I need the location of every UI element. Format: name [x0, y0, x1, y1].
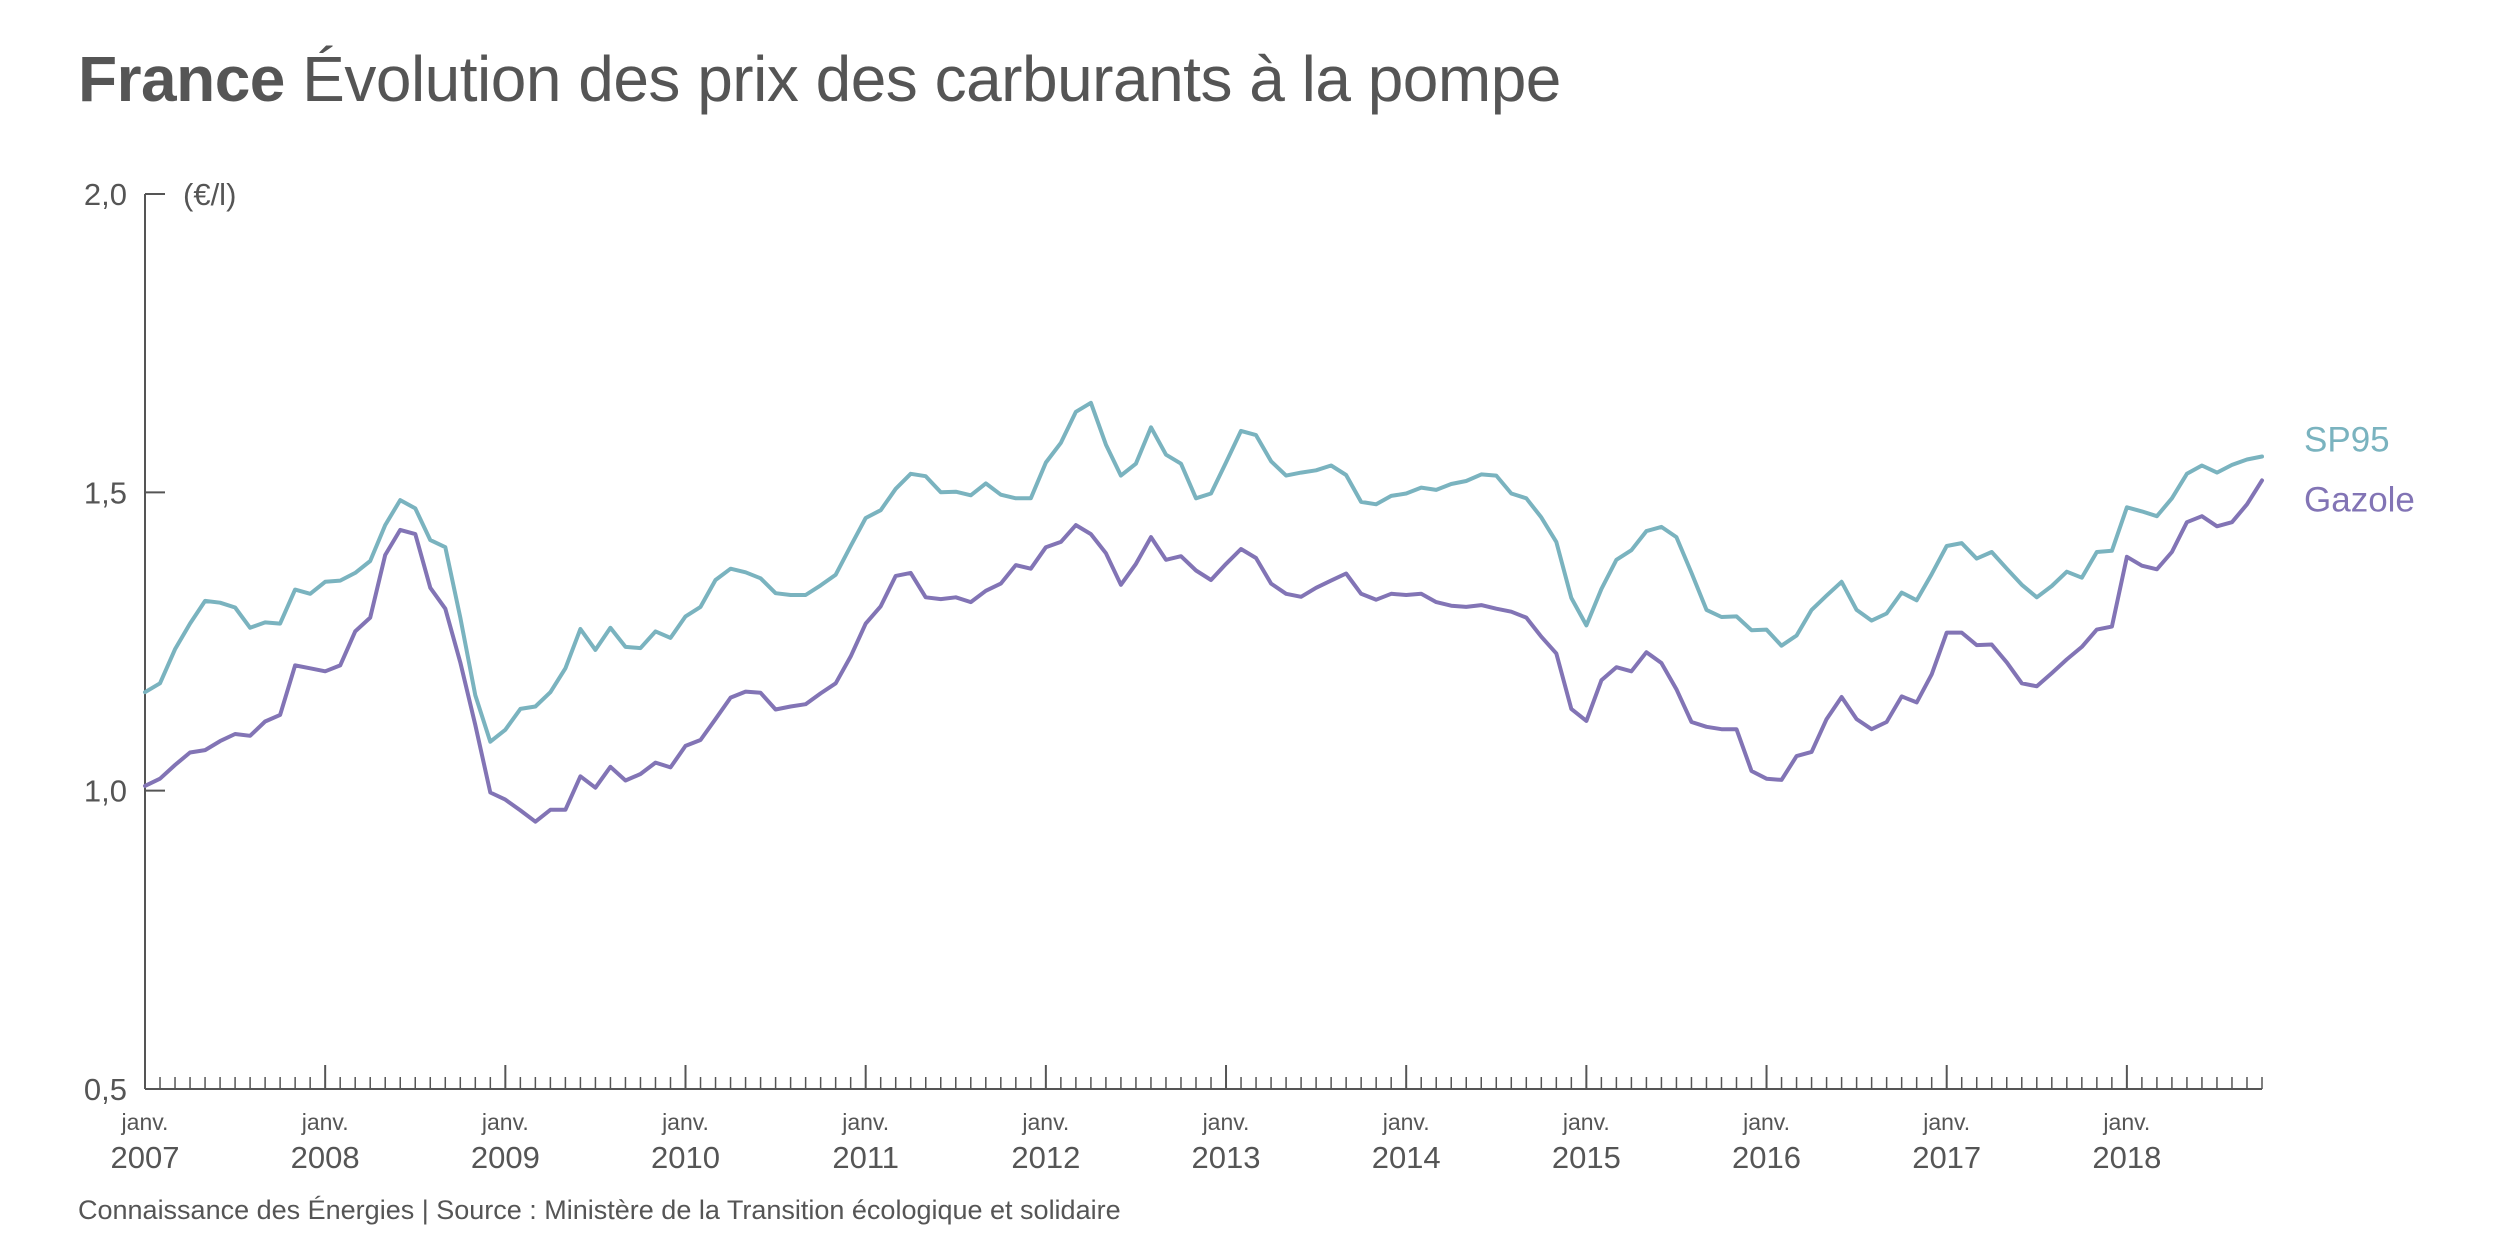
y-tick-label: 1,5 [84, 475, 127, 510]
x-tick-year-label: 2013 [1192, 1140, 1261, 1175]
x-tick-month-label: janv. [1742, 1109, 1790, 1135]
series-label-gazole: Gazole [2304, 480, 2415, 519]
x-tick-year-label: 2014 [1372, 1140, 1441, 1175]
chart-series [143, 400, 2264, 824]
chart-axes: 0,5 1,0 1,5 2,0 (€/l) janv. 2007 janv. 2008 janv.… [84, 177, 2263, 1175]
x-tick-month-label: janv. [1382, 1109, 1430, 1135]
x-tick-month-label: janv. [481, 1109, 529, 1135]
x-tick-year-label: 2009 [471, 1140, 540, 1175]
x-tick-year-label: 2016 [1732, 1140, 1801, 1175]
y-tick-label: 0,5 [84, 1072, 127, 1107]
x-tick-year-label: 2008 [291, 1140, 360, 1175]
x-tick-month-label: janv. [1202, 1109, 1250, 1135]
x-tick-year-label: 2015 [1552, 1140, 1621, 1175]
series-label-sp95: SP95 [2304, 421, 2390, 460]
x-tick-month-label: janv. [121, 1109, 169, 1135]
x-tick-year-label: 2012 [1011, 1140, 1080, 1175]
series-line-gazole [143, 478, 2264, 824]
y-axis-unit-label: (€/l) [183, 177, 236, 212]
y-tick-label: 2,0 [84, 177, 127, 212]
x-tick-year-label: 2011 [832, 1140, 899, 1175]
x-tick-month-label: janv. [1021, 1109, 1069, 1135]
chart-title-text: Évolution des prix des carburants à la p… [302, 43, 1561, 115]
x-tick-month-label: janv. [2102, 1109, 2150, 1135]
chart-title: France Évolution des prix des carburants… [78, 42, 1561, 116]
series-line-sp95 [143, 400, 2264, 744]
x-tick-month-label: janv. [301, 1109, 349, 1135]
x-tick-year-label: 2010 [651, 1140, 720, 1175]
x-tick-month-label: janv. [841, 1109, 889, 1135]
source-note: Connaissance des Énergies | Source : Min… [78, 1195, 1121, 1225]
x-tick-month-label: janv. [1922, 1109, 1970, 1135]
chart-series-labels: SP95 Gazole [2304, 421, 2415, 520]
y-tick-label: 1,0 [84, 774, 127, 809]
x-tick-year-label: 2018 [2092, 1140, 2161, 1175]
x-tick-month-label: janv. [661, 1109, 709, 1135]
x-tick-year-label: 2007 [111, 1140, 180, 1175]
chart-title-country: France [78, 43, 285, 115]
x-tick-month-label: janv. [1562, 1109, 1610, 1135]
x-tick-year-label: 2017 [1912, 1140, 1981, 1175]
